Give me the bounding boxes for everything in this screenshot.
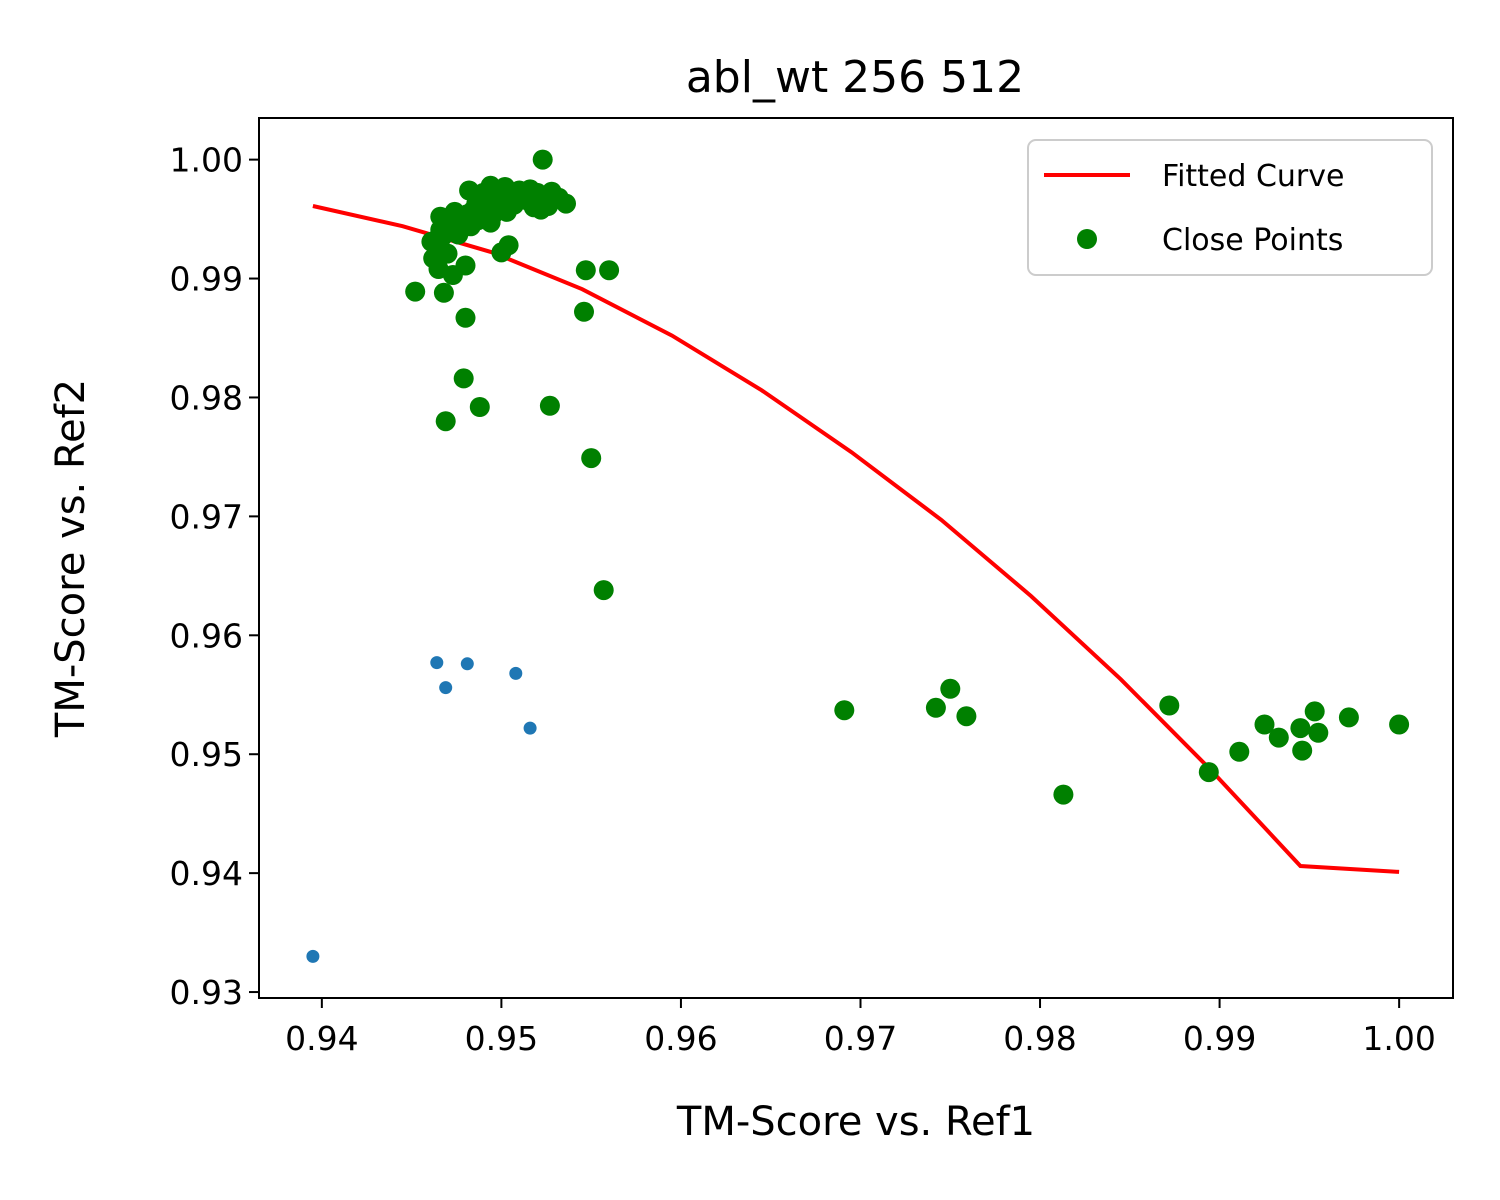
close-point: [1338, 707, 1359, 728]
other-point: [460, 657, 474, 671]
other-point: [509, 666, 523, 680]
close-point: [1290, 718, 1311, 739]
other-point: [430, 656, 444, 670]
y-tick-label: 0.96: [170, 616, 243, 655]
plot-frame: [258, 117, 1454, 999]
close-point: [432, 226, 453, 247]
close-point: [556, 193, 576, 214]
close-point: [1053, 784, 1074, 805]
plot-area: [306, 149, 1410, 963]
y-tick-label: 0.93: [170, 973, 243, 1012]
close-point: [455, 255, 476, 276]
close-point: [498, 235, 519, 256]
y-axis-label: TM-Score vs. Ref2: [48, 379, 94, 738]
legend-close-points-label: Close Points: [1162, 223, 1343, 258]
close-point: [538, 196, 559, 216]
close-point: [405, 281, 426, 302]
close-point: [532, 149, 553, 170]
legend-close-points-swatch: [1077, 229, 1097, 249]
x-tick-label: 0.97: [824, 1019, 897, 1058]
close-point: [455, 307, 476, 328]
close-point: [433, 282, 454, 303]
x-tick-label: 0.95: [465, 1019, 538, 1058]
close-point: [496, 188, 517, 209]
x-tick-label: 0.94: [285, 1019, 358, 1058]
close-point: [956, 706, 977, 727]
close-point: [1254, 714, 1275, 735]
x-tick-label: 0.99: [1183, 1019, 1256, 1058]
axes: 0.94 0.95 0.96 0.97 0.98 0.99 1.00 0.93 0.94 0.95…: [170, 141, 1436, 1058]
y-tick-label: 0.97: [170, 497, 243, 536]
close-point: [457, 207, 478, 228]
y-tick-label: 0.94: [170, 854, 243, 893]
close-point: [575, 260, 596, 281]
x-tick-label: 1.00: [1362, 1019, 1435, 1058]
x-tick-label: 0.96: [644, 1019, 717, 1058]
x-tick-label: 0.98: [1003, 1019, 1076, 1058]
chart-title: abl_wt 256 512: [686, 52, 1024, 103]
close-point: [593, 580, 614, 601]
y-tick-label: 0.99: [170, 260, 243, 299]
x-axis-label: TM-Score vs. Ref1: [676, 1099, 1035, 1145]
close-point: [834, 700, 855, 721]
y-tick-label: 1.00: [170, 141, 243, 180]
close-point: [469, 397, 490, 417]
close-point: [435, 411, 456, 432]
y-tick-label: 0.98: [170, 378, 243, 417]
close-point: [437, 243, 458, 264]
close-point: [574, 301, 594, 322]
close-point: [581, 448, 602, 469]
close-point: [1229, 741, 1250, 762]
close-point: [1308, 722, 1329, 743]
other-point: [523, 721, 537, 735]
legend: Fitted Curve Close Points: [1027, 139, 1433, 276]
close-point: [1159, 695, 1180, 716]
close-point: [599, 260, 620, 281]
close-point: [1389, 714, 1410, 735]
close-point: [539, 395, 560, 416]
y-tick-label: 0.95: [170, 735, 243, 774]
close-point: [1304, 701, 1325, 722]
legend-fitted-curve-label: Fitted Curve: [1162, 159, 1344, 194]
close-point: [925, 697, 946, 718]
close-point: [940, 678, 961, 699]
other-point: [439, 681, 453, 695]
close-point: [453, 368, 474, 389]
close-point: [1198, 762, 1219, 783]
close-point: [1292, 740, 1313, 761]
close-point: [1268, 727, 1289, 748]
other-point: [306, 949, 320, 963]
